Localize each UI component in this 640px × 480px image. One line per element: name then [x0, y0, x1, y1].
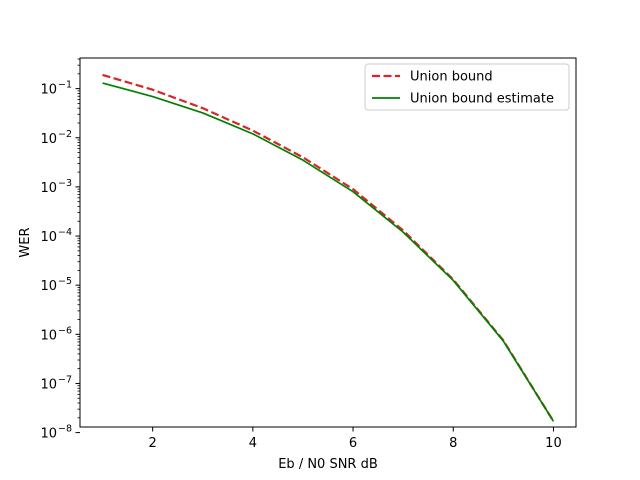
y-tick-label: 10−5 [40, 276, 72, 294]
legend: Union bound Union bound estimate [364, 63, 570, 111]
axes: 2 4 6 8 10 10−1 10−2 10−3 10−4 10−5 10−6 10−7 10−8 Eb… [18, 57, 577, 472]
axes-frame [79, 57, 577, 428]
legend-label-0: Union bound [410, 70, 493, 85]
y-tick-label: 10−8 [40, 424, 72, 442]
x-tick-label: 10 [545, 436, 562, 451]
legend-label-1: Union bound estimate [410, 92, 554, 107]
x-tick-label: 6 [349, 436, 357, 451]
y-tick-label: 10−3 [40, 178, 72, 196]
x-axis-label: Eb / N0 SNR dB [278, 457, 378, 472]
y-tick-label: 10−6 [40, 325, 72, 343]
x-tick-label: 8 [449, 436, 457, 451]
x-tick-label: 4 [249, 436, 257, 451]
y-axis-label: WER [18, 227, 33, 257]
series-line-1 [102, 82, 555, 422]
series-line-0 [102, 73, 555, 422]
plot-area [102, 73, 555, 422]
y-tick-label: 10−2 [40, 129, 72, 147]
x-tick-label: 2 [149, 436, 157, 451]
y-tick-label: 10−1 [40, 80, 72, 98]
y-tick-label: 10−4 [40, 227, 72, 245]
legend-box [364, 63, 570, 111]
y-tick-label: 10−7 [40, 374, 72, 392]
